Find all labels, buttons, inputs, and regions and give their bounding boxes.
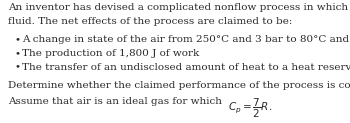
Text: The production of 1,800 J of work: The production of 1,800 J of work <box>22 49 199 58</box>
Text: fluid. The net effects of the process are claimed to be:: fluid. The net effects of the process ar… <box>8 17 292 26</box>
Text: An inventor has devised a complicated nonflow process in which 1 mol of air is t: An inventor has devised a complicated no… <box>8 3 350 13</box>
Text: Assume that air is an ideal gas for which: Assume that air is an ideal gas for whic… <box>8 97 229 106</box>
Text: A change in state of the air from 250°C and 3 bar to 80°C and 1 bar: A change in state of the air from 250°C … <box>22 36 350 45</box>
Text: •: • <box>14 36 20 45</box>
Text: The transfer of an undisclosed amount of heat to a heat reservoir at 30°C: The transfer of an undisclosed amount of… <box>22 62 350 71</box>
Text: •: • <box>14 49 20 58</box>
Text: •: • <box>14 62 20 71</box>
Text: Determine whether the claimed performance of the process is consistent with the : Determine whether the claimed performanc… <box>8 81 350 90</box>
Text: $C_p = \dfrac{7}{2}R$.: $C_p = \dfrac{7}{2}R$. <box>229 97 273 120</box>
